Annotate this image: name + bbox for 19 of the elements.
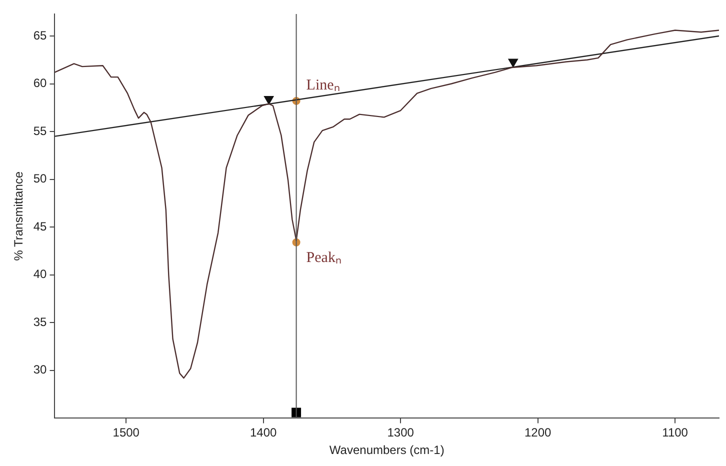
y-tick-label: 50 (33, 172, 48, 186)
annotation: Lineₙ (306, 77, 340, 94)
y-tick-label: 60 (33, 76, 48, 90)
y-tick-label: 30 (33, 362, 48, 377)
y-tick-label: 35 (33, 314, 48, 329)
y-tick-label: 65 (33, 28, 48, 42)
point (264, 96, 274, 105)
x-tick-label: 1500 (112, 426, 140, 440)
y-tick-label: 55 (33, 124, 48, 138)
y-tick-label: 45 (33, 219, 48, 234)
point (508, 58, 518, 68)
x-tick-label: 1100 (662, 426, 688, 440)
x-tick-label: 1300 (387, 426, 414, 440)
x-tick-label: 1400 (250, 426, 278, 440)
x-tick-label: 1200 (524, 426, 552, 440)
y-axis-title: % Transmittance (12, 171, 26, 261)
annotation: Peakₙ (306, 250, 342, 266)
y-tick-label: 40 (33, 267, 48, 282)
x-axis-title: Wavenumbers (cm-1) (329, 443, 444, 458)
